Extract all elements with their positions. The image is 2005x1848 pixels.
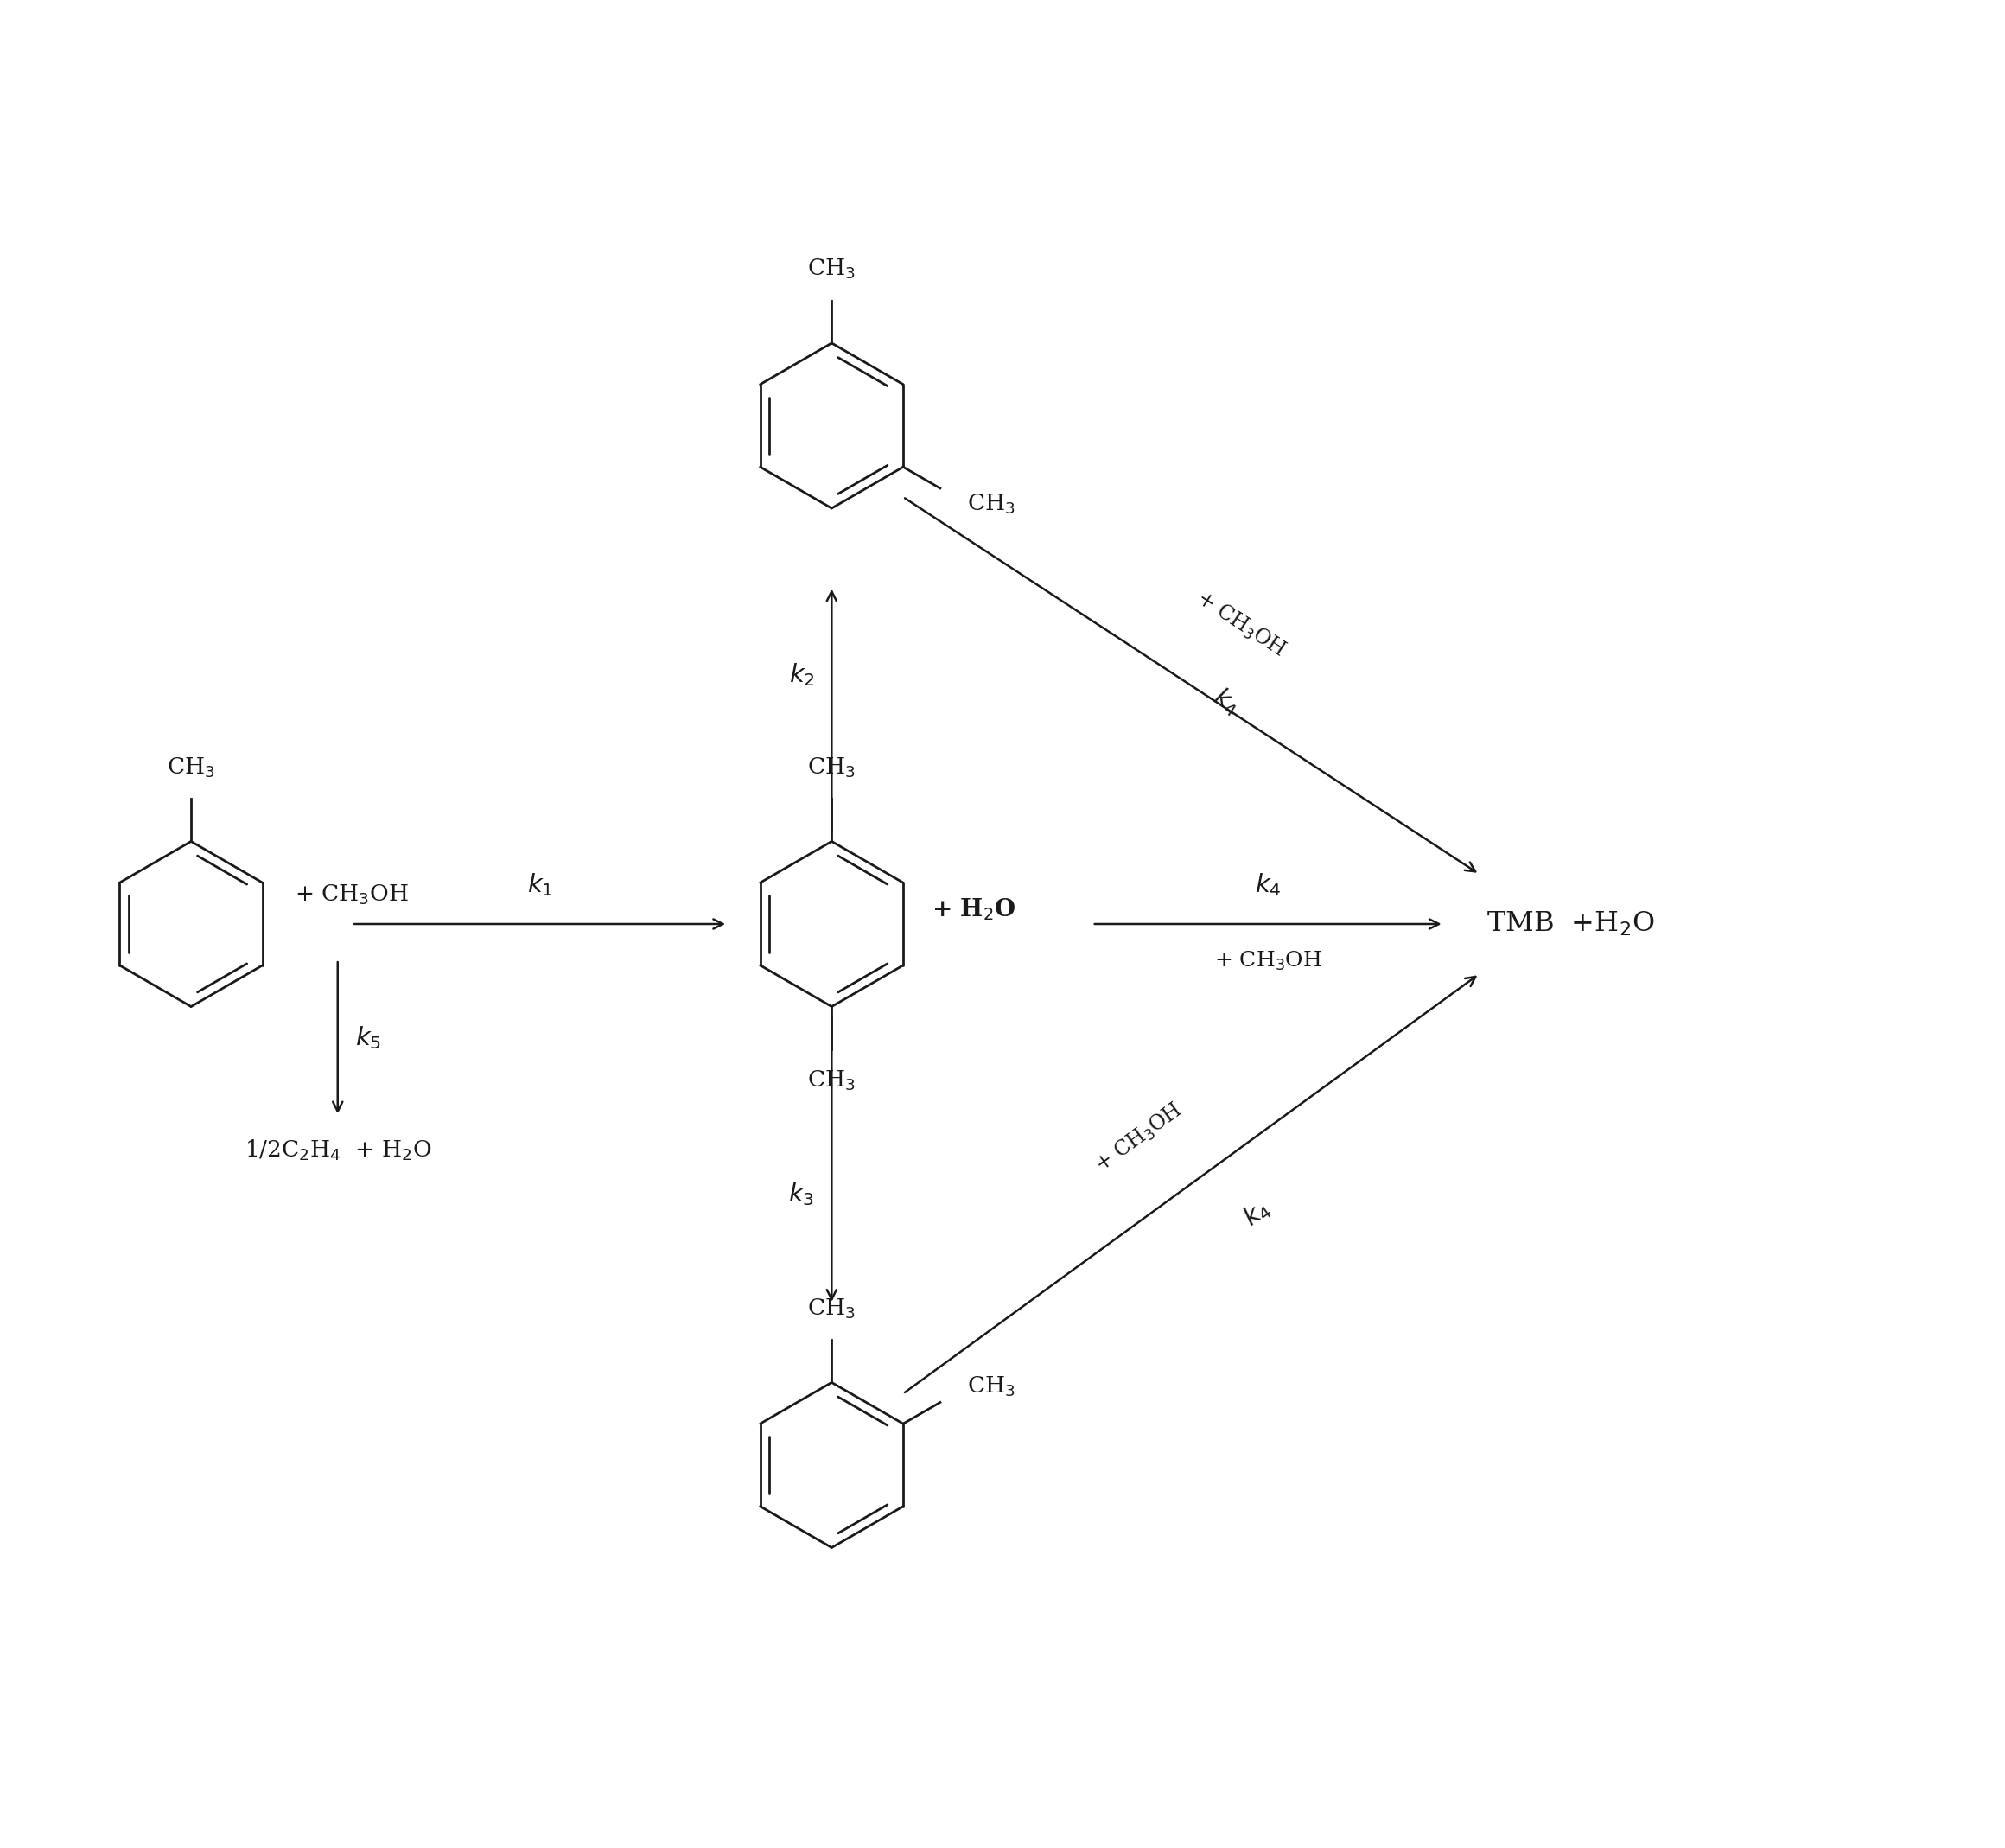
Text: CH$_3$: CH$_3$ [808, 1297, 856, 1319]
Text: $k_2$: $k_2$ [788, 662, 814, 687]
Text: CH$_3$: CH$_3$ [808, 756, 856, 780]
Text: $k_3$: $k_3$ [788, 1181, 814, 1209]
Text: $k_4$: $k_4$ [1207, 682, 1245, 719]
Text: CH$_3$: CH$_3$ [966, 492, 1015, 516]
Text: CH$_3$: CH$_3$ [966, 1375, 1015, 1399]
Text: CH$_3$: CH$_3$ [808, 257, 856, 281]
Text: CH$_3$: CH$_3$ [166, 756, 215, 780]
Text: + H$_2$O: + H$_2$O [930, 896, 1017, 922]
Text: $k_4$: $k_4$ [1255, 872, 1281, 898]
Text: + CH$_3$OH: + CH$_3$OH [1193, 586, 1289, 662]
Text: + CH$_3$OH: + CH$_3$OH [295, 883, 409, 907]
Text: $k_4$: $k_4$ [1239, 1194, 1275, 1231]
Text: + CH$_3$OH: + CH$_3$OH [1215, 950, 1321, 972]
Text: + CH$_3$OH: + CH$_3$OH [1091, 1100, 1187, 1177]
Text: $k_1$: $k_1$ [527, 872, 553, 898]
Text: $k_5$: $k_5$ [355, 1024, 381, 1052]
Text: CH$_3$: CH$_3$ [808, 1068, 856, 1092]
Text: 1/2C$_2$H$_4$  + H$_2$O: 1/2C$_2$H$_4$ + H$_2$O [245, 1138, 431, 1162]
Text: TMB  +H$_2$O: TMB +H$_2$O [1486, 909, 1654, 939]
